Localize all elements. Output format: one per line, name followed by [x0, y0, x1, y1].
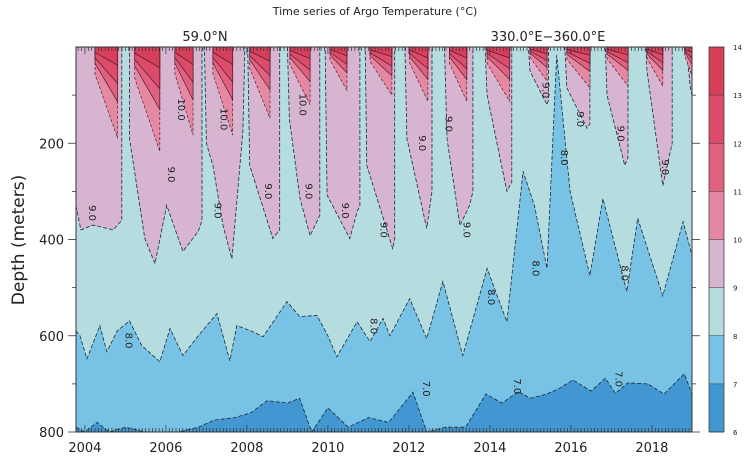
colorbar-label: 8: [733, 333, 737, 341]
colorbar-bin-7-8: [709, 335, 724, 384]
contour-label: 7.0: [511, 378, 522, 394]
warm-core-12-level-13: [529, 47, 548, 55]
contour-label: 7.0: [420, 381, 431, 397]
x-tick-label: 2016: [554, 441, 587, 456]
isotherm-9-line: [76, 47, 692, 265]
contour-label: 9.0: [339, 203, 350, 219]
x-tick-label: 2018: [635, 441, 668, 456]
colorbar-label: 11: [733, 188, 742, 196]
colorbar-bin-13-14: [709, 47, 724, 96]
x-tick-label: 2006: [149, 441, 182, 456]
contour-label: 10.0: [297, 94, 308, 116]
colorbar-bin-11-12: [709, 143, 724, 192]
y-axis-label: Depth (meters): [9, 175, 29, 305]
axes: 2004 2006 2008 2010 2012 2014 2016 2018 200 400 60…: [39, 47, 700, 456]
colorbar-bin-6-7: [709, 383, 724, 432]
contour-label: 9.0: [303, 183, 314, 199]
colorbar-label: 10: [733, 237, 742, 245]
x-tick-label: 2012: [392, 441, 425, 456]
contour-label: 8.0: [558, 150, 569, 166]
isotherm-7-line: [76, 373, 692, 432]
y-tick-label: 200: [39, 137, 64, 152]
y-tick-label: 400: [39, 234, 64, 249]
contour-label: 9.0: [262, 183, 273, 199]
plot-area: [76, 47, 692, 432]
x-tick-label: 2010: [311, 441, 344, 456]
contour-label: 9.0: [540, 82, 551, 98]
contour-label: 9.0: [86, 205, 97, 221]
contour-label: 8.0: [529, 260, 540, 276]
colorbar-label: 7: [733, 381, 737, 389]
latitude-label: 59.0°N: [182, 30, 227, 45]
warm-core-2-level-13: [134, 47, 161, 69]
contour-label: 9.0: [212, 203, 223, 219]
chart-title: Time series of Argo Temperature (°C): [272, 5, 478, 18]
contour-label: 9.0: [378, 222, 389, 238]
warm-core-5-level-13: [249, 47, 271, 62]
warm-core-11-level-13: [486, 47, 511, 59]
contour-label: 7.0: [612, 371, 623, 387]
colorbar-label: 14: [733, 44, 742, 52]
contour-label: 9.0: [614, 126, 625, 142]
warm-core-14-level-13: [606, 47, 629, 56]
x-tick-label: 2004: [68, 441, 101, 456]
warm-core-6-level-13: [289, 47, 311, 59]
contour-label: 9.0: [416, 135, 427, 151]
contour-label: 10.0: [175, 98, 186, 120]
longitude-range-label: 330.0°E−360.0°E: [491, 30, 606, 45]
warm-core-3-level-13: [174, 47, 194, 66]
contour-label: 8.0: [122, 333, 133, 349]
warm-core-9-level-13: [409, 47, 429, 59]
colorbar-label: 12: [733, 140, 742, 148]
contour-labels: 10.0 10.0 10.0 9.0 9.0 9.0 9.0 9.0 9.0 9.0 9.0 9.0 9…: [86, 82, 670, 396]
y-tick-label: 800: [39, 426, 64, 441]
colorbar-label: 13: [733, 92, 742, 100]
contour-label: 9.0: [165, 167, 176, 183]
colorbar-bin-10-11: [709, 191, 724, 240]
contour-label: 8.0: [619, 265, 630, 281]
x-tick-label: 2014: [473, 441, 506, 456]
layer-7-8: [76, 55, 692, 432]
colorbar-label: 6: [733, 429, 738, 437]
warm-core-7-level-13: [329, 47, 348, 57]
contour-label: 9.0: [461, 222, 472, 238]
contour-label: 10.0: [218, 108, 229, 130]
contour-label: 9.0: [442, 116, 453, 132]
contour-label: 8.0: [485, 289, 496, 305]
contour-label: 9.0: [659, 159, 670, 175]
isotherm-8-line: [76, 55, 692, 363]
y-tick-label: 600: [39, 330, 64, 345]
x-tick-label: 2008: [230, 441, 263, 456]
contour-label: 8.0: [367, 318, 378, 334]
colorbar: 6 7 8 9 10 11 12 13 14: [708, 44, 742, 437]
colorbar-bin-8-9: [709, 287, 724, 336]
contour-label: 9.0: [574, 111, 585, 127]
layer-6-7: [76, 373, 692, 432]
colorbar-bin-12-13: [709, 95, 724, 144]
warm-core-16-level-13: [684, 47, 692, 54]
colorbar-label: 9: [733, 285, 737, 293]
colorbar-bin-9-10: [709, 239, 724, 288]
